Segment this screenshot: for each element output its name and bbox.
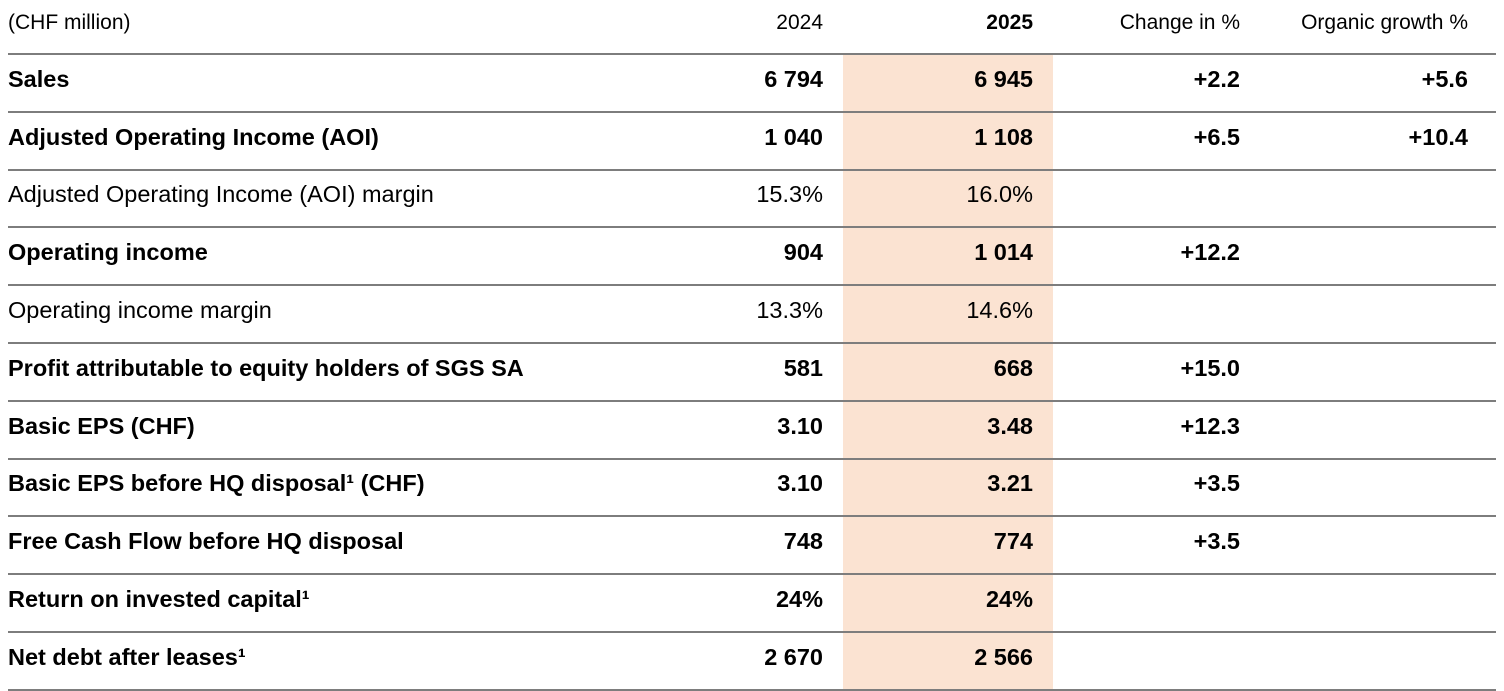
value-2024-cell: 13.3%: [690, 285, 843, 344]
value-2024-cell: 1 040: [690, 111, 843, 171]
value-2024-cell: 6 794: [690, 54, 843, 113]
value-2024-cell: 15.3%: [690, 169, 843, 229]
table-row: Sales 6 794 6 945 +2.2 +5.6: [8, 54, 1496, 113]
column-header-2024: 2024: [690, 0, 843, 55]
row-label-cell: Return on invested capital¹: [8, 574, 690, 633]
table-row: Basic EPS (CHF) 3.10 3.48 +12.3: [8, 400, 1496, 460]
value-2025-cell: 14.6%: [843, 285, 1053, 344]
value-2025-cell: 24%: [843, 574, 1053, 633]
row-label-cell: Net debt after leases¹: [8, 631, 690, 691]
value-change-cell: [1053, 169, 1252, 229]
value-2024-cell: 904: [690, 227, 843, 287]
value-2024-cell: 581: [690, 342, 843, 402]
table-row: Profit attributable to equity holders of…: [8, 342, 1496, 402]
value-change-cell: +12.2: [1053, 227, 1252, 287]
table-row: Free Cash Flow before HQ disposal 748 774 +…: [8, 516, 1496, 576]
column-header-organic-growth: Organic growth %: [1252, 0, 1496, 55]
value-2024-cell: 24%: [690, 574, 843, 633]
table-row: Net debt after leases¹ 2 670 2 566: [8, 631, 1496, 691]
row-label-cell: Basic EPS before HQ disposal¹ (CHF): [8, 458, 690, 518]
value-2025-cell: 774: [843, 516, 1053, 576]
value-2025-cell: 3.48: [843, 400, 1053, 460]
value-organic-growth-cell: [1252, 285, 1496, 344]
value-organic-growth-cell: +10.4: [1252, 111, 1496, 171]
value-organic-growth-cell: [1252, 574, 1496, 633]
column-header-2025: 2025: [843, 0, 1053, 55]
row-label-cell: Basic EPS (CHF): [8, 400, 690, 460]
table-row: Adjusted Operating Income (AOI) margin 15…: [8, 169, 1496, 229]
value-change-cell: [1053, 574, 1252, 633]
table-row: Return on invested capital¹ 24% 24%: [8, 574, 1496, 633]
value-2024-cell: 2 670: [690, 631, 843, 691]
value-2025-cell: 1 108: [843, 111, 1053, 171]
value-change-cell: [1053, 631, 1252, 691]
row-label-cell: Operating income margin: [8, 285, 690, 344]
value-organic-growth-cell: [1252, 458, 1496, 518]
value-organic-growth-cell: [1252, 227, 1496, 287]
value-2025-cell: 1 014: [843, 227, 1053, 287]
value-2025-cell: 6 945: [843, 54, 1053, 113]
row-label-cell: Profit attributable to equity holders of…: [8, 342, 690, 402]
table-row: Operating income 904 1 014 +12.2: [8, 227, 1496, 287]
value-change-cell: +3.5: [1053, 516, 1252, 576]
table-row: Operating income margin 13.3% 14.6%: [8, 285, 1496, 344]
table-header: (CHF million) 2024 2025 Change in % Orga…: [8, 0, 1496, 55]
row-label-cell: Operating income: [8, 227, 690, 287]
value-organic-growth-cell: +5.6: [1252, 54, 1496, 113]
table-body: Sales 6 794 6 945 +2.2 +5.6 Adjusted Operatin…: [8, 54, 1496, 691]
value-organic-growth-cell: [1252, 169, 1496, 229]
value-2024-cell: 748: [690, 516, 843, 576]
value-change-cell: +12.3: [1053, 400, 1252, 460]
value-change-cell: +6.5: [1053, 111, 1252, 171]
value-change-cell: [1053, 285, 1252, 344]
value-change-cell: +15.0: [1053, 342, 1252, 402]
value-change-cell: +2.2: [1053, 54, 1252, 113]
row-label-cell: Adjusted Operating Income (AOI): [8, 111, 690, 171]
row-label-cell: Sales: [8, 54, 690, 113]
unit-label: (CHF million): [8, 0, 690, 55]
value-organic-growth-cell: [1252, 342, 1496, 402]
value-organic-growth-cell: [1252, 400, 1496, 460]
table-row: Basic EPS before HQ disposal¹ (CHF) 3.10 3…: [8, 458, 1496, 518]
financial-results-table: (CHF million) 2024 2025 Change in % Orga…: [8, 0, 1496, 691]
value-2025-cell: 668: [843, 342, 1053, 402]
header-row: (CHF million) 2024 2025 Change in % Orga…: [8, 0, 1496, 55]
value-change-cell: +3.5: [1053, 458, 1252, 518]
row-label-cell: Adjusted Operating Income (AOI) margin: [8, 169, 690, 229]
value-organic-growth-cell: [1252, 631, 1496, 691]
value-2024-cell: 3.10: [690, 400, 843, 460]
value-2024-cell: 3.10: [690, 458, 843, 518]
value-2025-cell: 2 566: [843, 631, 1053, 691]
table-row: Adjusted Operating Income (AOI) 1 040 1 10…: [8, 111, 1496, 171]
value-2025-cell: 3.21: [843, 458, 1053, 518]
row-label-cell: Free Cash Flow before HQ disposal: [8, 516, 690, 576]
value-2025-cell: 16.0%: [843, 169, 1053, 229]
value-organic-growth-cell: [1252, 516, 1496, 576]
column-header-change: Change in %: [1053, 0, 1252, 55]
